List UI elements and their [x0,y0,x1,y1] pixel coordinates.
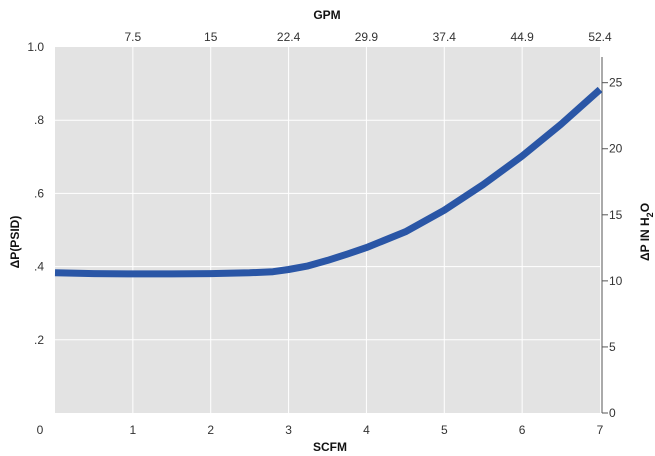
top-axis-ticks: 7.5 15 22.4 29.9 37.4 44.9 52.4 [125,30,612,44]
top-tick-label: 29.9 [355,30,379,44]
y-right-tick-label: 10 [609,274,623,288]
top-axis-title: GPM [313,8,340,22]
top-tick-label: 15 [204,30,218,44]
y-left-tick-label: 1.0 [27,40,44,54]
x-tick-label: 6 [519,423,526,437]
top-tick-label: 37.4 [433,30,457,44]
x-axis-ticks: 0 1 2 3 4 5 6 7 [37,423,604,437]
x-tick-label: 1 [130,423,137,437]
y-axis-right-ticks: 0 5 10 15 20 25 [601,57,623,420]
y-axis-left-title: ΔP(PSID) [8,216,22,269]
y-axis-left-ticks: .2 .4 .6 .8 1.0 [27,40,44,347]
y-right-tick-label: 25 [609,76,623,90]
y-right-tick-label: 5 [609,340,616,354]
x-tick-label: 4 [363,423,370,437]
y-axis-right-title: ΔP IN H2O [638,203,655,261]
plot-area [55,47,600,413]
x-tick-label: 5 [441,423,448,437]
x-tick-label: 7 [597,423,604,437]
y-left-tick-label: .6 [34,186,44,200]
top-tick-label: 52.4 [588,30,612,44]
series [54,86,603,278]
grid [55,47,600,413]
x-tick-label: 0 [37,423,44,437]
y-left-tick-label: .2 [34,333,44,347]
y-left-tick-label: .8 [34,113,44,127]
top-tick-label: 44.9 [510,30,534,44]
y-left-tick-label: .4 [34,260,44,274]
y-right-tick-label: 15 [609,208,623,222]
y-axis-right-title-sub: 2 [645,212,655,217]
y-axis-right-title-main: ΔP IN H [638,217,652,261]
x-axis-title: SCFM [313,440,347,454]
x-tick-label: 3 [285,423,292,437]
y-right-tick-label: 0 [609,406,616,420]
top-tick-label: 22.4 [277,30,301,44]
y-axis-right-title-end: O [638,203,652,212]
x-tick-label: 2 [207,423,214,437]
y-right-tick-label: 20 [609,142,623,156]
series-line [54,86,603,278]
top-tick-label: 7.5 [125,30,142,44]
